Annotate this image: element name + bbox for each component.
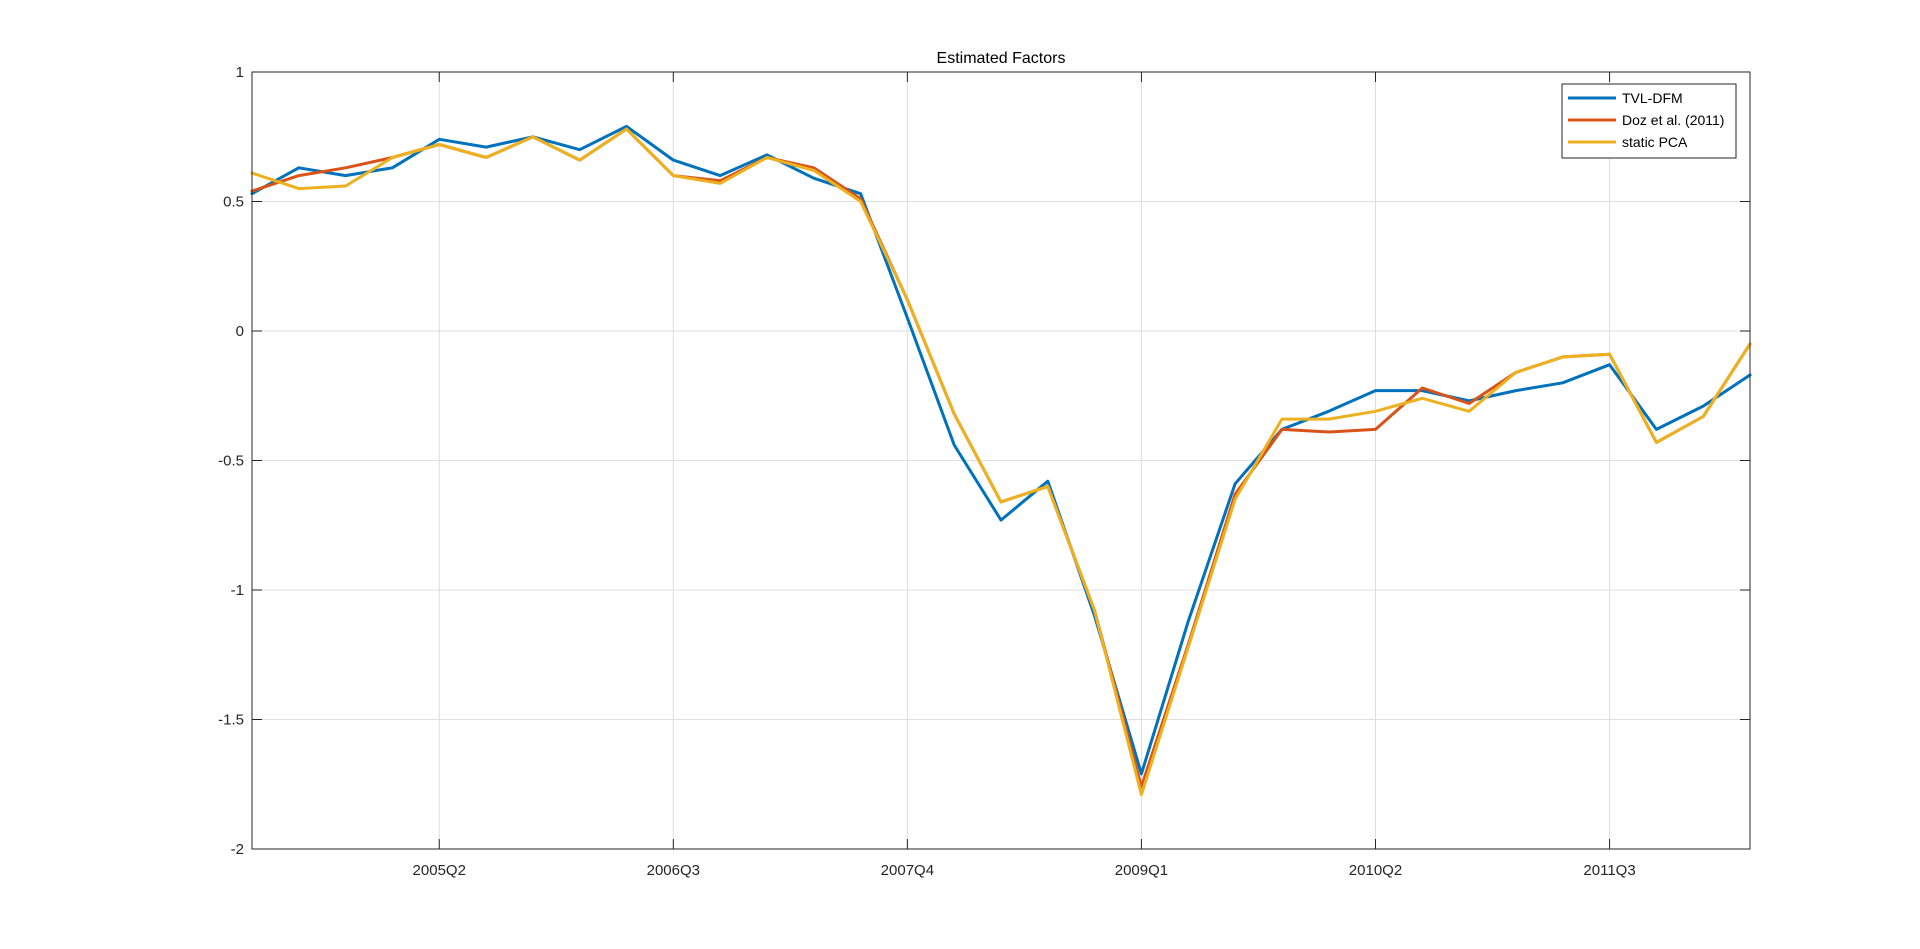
series-line-2	[250, 127, 1752, 789]
x-tick-label: 2005Q2	[413, 862, 466, 879]
series-line-1	[250, 124, 1752, 776]
series-layer	[250, 124, 1752, 797]
x-tick-label: 2011Q3	[1583, 862, 1635, 879]
chart-title: Estimated Factors	[937, 50, 1066, 67]
y-tick-label: -2	[231, 841, 244, 858]
tick-layer: 1 0.5 0 -0.5 -1 -1.5 -2 2005Q2 2006Q3 2007Q4 2009Q…	[218, 64, 1750, 879]
legend: TVL-DFM Doz et al. (2011) static PCA	[1561, 83, 1737, 159]
legend-label-2: Doz et al. (2011)	[1622, 112, 1724, 128]
y-tick-label: 0.5	[223, 194, 244, 211]
x-tick-label: 2006Q3	[647, 862, 700, 879]
y-tick-label: -0.5	[218, 453, 244, 470]
y-tick-label: 1	[236, 64, 244, 81]
x-tick-label: 2010Q2	[1349, 862, 1402, 879]
y-tick-label: -1	[231, 582, 244, 599]
series-line-3	[250, 127, 1752, 797]
x-tick-label: 2007Q4	[881, 862, 934, 879]
x-tick-label: 2009Q1	[1115, 862, 1168, 879]
legend-label-1: TVL-DFM	[1622, 90, 1683, 106]
y-tick-label: -1.5	[218, 712, 244, 729]
y-tick-label: 0	[236, 323, 244, 340]
legend-label-3: static PCA	[1622, 134, 1688, 150]
grid-layer	[252, 72, 1750, 849]
